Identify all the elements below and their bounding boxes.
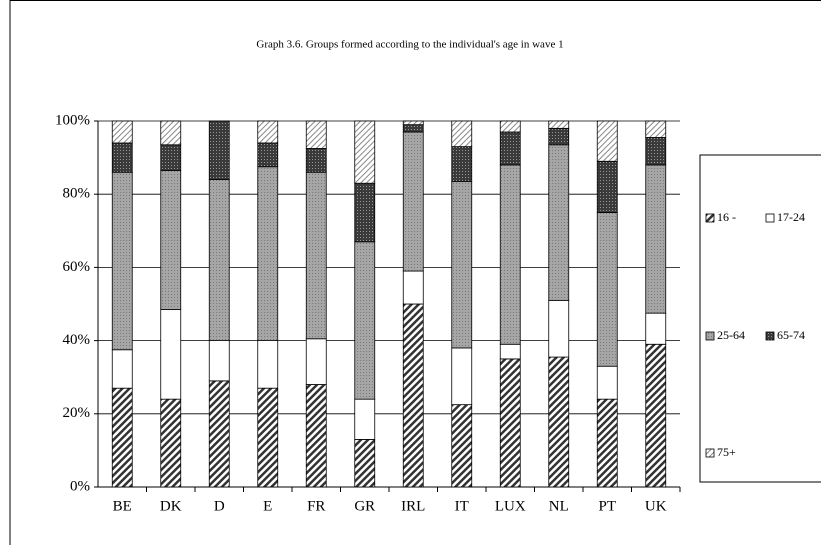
bar-segment xyxy=(160,309,182,400)
x-tick-label: BE xyxy=(113,498,132,514)
bar-segment xyxy=(402,120,424,126)
bar-segment xyxy=(402,270,424,305)
legend-swatch xyxy=(765,331,775,341)
bar-segment xyxy=(257,387,279,488)
bar-segment xyxy=(354,241,376,400)
chart-title: Graph 3.6. Groups formed according to th… xyxy=(256,39,563,51)
bar-segment xyxy=(645,343,667,488)
bar-segment xyxy=(208,380,230,488)
bar-segment xyxy=(451,404,473,488)
legend-label: 75+ xyxy=(717,445,736,459)
bar-segment xyxy=(499,343,521,360)
bar-segment xyxy=(548,120,570,129)
bar-segment xyxy=(499,164,521,345)
bar-segment xyxy=(305,338,327,385)
y-tick-label: 80% xyxy=(63,186,91,202)
legend-label: 65-74 xyxy=(777,328,805,342)
bar-segment xyxy=(596,365,618,400)
legend-swatch xyxy=(705,448,715,458)
bar-segment xyxy=(208,179,230,341)
x-tick-label: D xyxy=(214,498,225,514)
bar-segment xyxy=(499,120,521,133)
bar-segment xyxy=(645,137,667,166)
x-tick-label: E xyxy=(263,498,272,514)
bar-segment xyxy=(451,146,473,182)
legend-swatch xyxy=(705,213,715,223)
bar-segment xyxy=(596,212,618,367)
bar-segment xyxy=(596,160,618,213)
bar-segment xyxy=(402,124,424,133)
bar-segment xyxy=(160,170,182,310)
bar-segment xyxy=(402,303,424,488)
plot-area xyxy=(98,121,680,487)
bar-segment xyxy=(548,127,570,146)
bar-segment xyxy=(305,148,327,173)
bar-segment xyxy=(499,131,521,166)
bar-segment xyxy=(111,349,133,389)
x-tick-label: IRL xyxy=(401,498,425,514)
bar-segment xyxy=(257,166,279,342)
legend-label: 17-24 xyxy=(777,210,805,224)
bar-segment xyxy=(499,358,521,488)
y-tick-label: 20% xyxy=(63,405,91,421)
x-tick-label: FR xyxy=(307,498,325,514)
bar-segment xyxy=(596,398,618,488)
bar-segment xyxy=(305,171,327,340)
bar-segment xyxy=(111,387,133,488)
bar-segment xyxy=(645,164,667,314)
bar-segment xyxy=(305,120,327,149)
bar-segment xyxy=(354,120,376,184)
bar-segment xyxy=(548,144,570,301)
bar-segment xyxy=(354,182,376,243)
x-tick-label: LUX xyxy=(495,498,526,514)
y-tick-label: 0% xyxy=(70,478,90,494)
bar-segment xyxy=(257,120,279,144)
legend-label: 25-64 xyxy=(717,328,745,342)
legend-swatch xyxy=(765,213,775,223)
bar-segment xyxy=(257,142,279,168)
bar-segment xyxy=(257,340,279,389)
x-tick-label: UK xyxy=(645,498,667,514)
bar-segment xyxy=(354,439,376,488)
x-tick-label: NL xyxy=(549,498,569,514)
x-tick-label: GR xyxy=(354,498,375,514)
frame xyxy=(9,0,821,545)
y-tick-label: 40% xyxy=(63,332,91,348)
bar-segment xyxy=(451,120,473,148)
bar-segment xyxy=(160,120,182,146)
bar-segment xyxy=(160,398,182,488)
y-tick-label: 60% xyxy=(63,259,91,275)
bar-segment xyxy=(548,356,570,488)
bar-segment xyxy=(596,120,618,162)
x-tick-label: DK xyxy=(160,498,182,514)
bar-segment xyxy=(208,120,230,180)
bar-segment xyxy=(354,398,376,440)
bar-segment xyxy=(645,312,667,345)
legend-label: 16 - xyxy=(717,210,736,224)
y-tick-label: 100% xyxy=(55,112,90,128)
bar-segment xyxy=(208,340,230,382)
bar-segment xyxy=(451,347,473,406)
legend-swatch xyxy=(705,331,715,341)
bar-segment xyxy=(402,131,424,272)
bar-segment xyxy=(111,142,133,173)
bar-segment xyxy=(160,144,182,171)
bar-segment xyxy=(111,171,133,351)
bar-segment xyxy=(305,384,327,488)
bar-segment xyxy=(548,299,570,358)
bar-segment xyxy=(451,180,473,349)
legend xyxy=(699,154,821,483)
bar-segment xyxy=(111,120,133,144)
x-tick-label: IT xyxy=(455,498,469,514)
x-tick-label: PT xyxy=(598,498,616,514)
bar-segment xyxy=(645,120,667,138)
